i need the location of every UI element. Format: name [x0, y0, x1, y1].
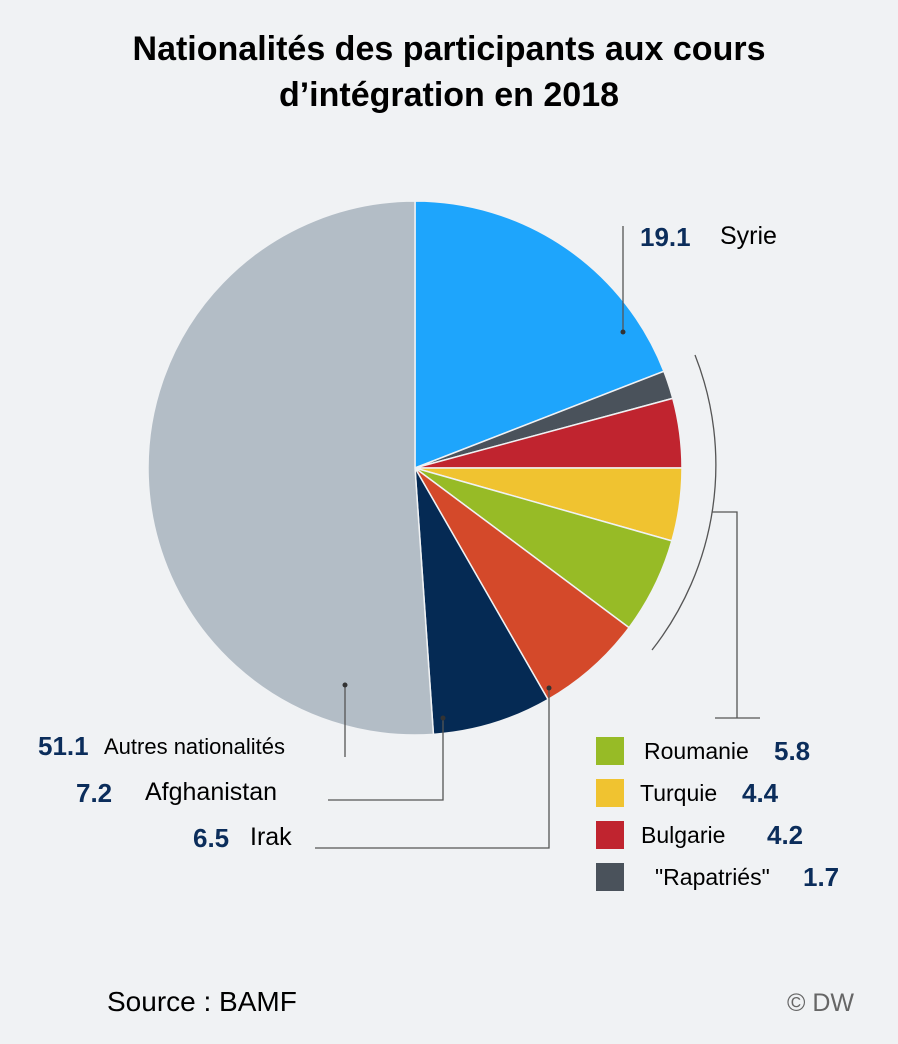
- pie-slice-afghanistan: [414, 467, 550, 736]
- data-label-afghanistan: Afghanistan: [145, 778, 278, 806]
- credit-dw: © DW: [787, 989, 855, 1017]
- legend-swatch-turquie: [596, 779, 624, 807]
- legend-value-rapatries: 1.7: [803, 862, 840, 892]
- chart-title-line-1: Nationalités des participants aux cours: [132, 30, 766, 68]
- data-label-syrie: Syrie: [720, 222, 777, 250]
- source-note: Source : BAMF: [107, 986, 297, 1017]
- legend-value-turquie: 4.4: [742, 778, 779, 808]
- leader-afghanistan: [328, 718, 444, 801]
- leader-dot: [546, 685, 552, 691]
- data-label-syrie-value: 19.1: [640, 222, 691, 252]
- legend-swatch-rapatries: [596, 863, 624, 891]
- legend-value-bulgarie: 4.2: [767, 820, 804, 850]
- leader-dot: [440, 715, 446, 721]
- leader-bracket-arc: [651, 354, 717, 651]
- legend-label-turquie: Turquie: [640, 780, 718, 806]
- data-label-irak-value: 6.5: [193, 823, 230, 853]
- legend-swatch-bulgarie: [596, 821, 624, 849]
- data-label-autres: Autres nationalités: [104, 734, 285, 759]
- leader-bracket: [712, 511, 760, 719]
- pie-slice-syrie: [414, 200, 665, 470]
- leader-dot: [342, 682, 348, 688]
- pie-slice-irak: [414, 467, 631, 701]
- legend-label-roumanie: Roumanie: [644, 738, 749, 764]
- legend-swatch-roumanie: [596, 737, 624, 765]
- legend-label-bulgarie: Bulgarie: [641, 822, 726, 848]
- leader-irak: [315, 688, 550, 849]
- data-label-afghanistan-value: 7.2: [76, 778, 113, 808]
- leader-dot: [620, 329, 626, 335]
- legend-label-rapatries: "Rapatriés": [655, 864, 770, 890]
- legend-value-roumanie: 5.8: [774, 736, 811, 766]
- data-label-irak: Irak: [250, 823, 292, 851]
- data-label-autres-value: 51.1: [38, 731, 89, 761]
- chart-title-line-2: d’intégration en 2018: [278, 76, 620, 114]
- pie-slice-autres-nationalités: [147, 200, 435, 736]
